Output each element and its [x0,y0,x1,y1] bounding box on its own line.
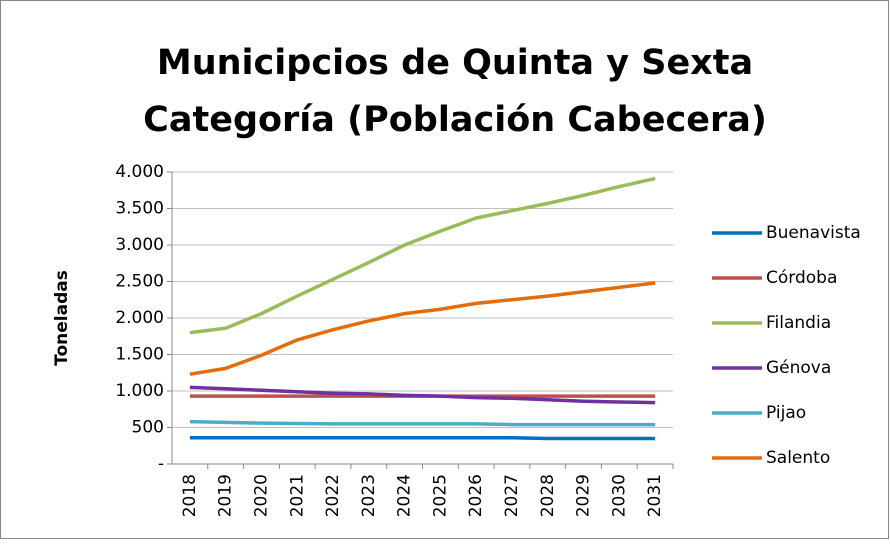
chart-title: Municipcios de Quinta y Sexta [157,43,753,83]
chart-title: Categoría (Población Cabecera) [143,100,767,140]
x-tick-label: 2020 [251,474,271,517]
x-tick-label: 2029 [574,474,594,517]
y-tick-label: 1.500 [115,345,164,365]
x-tick-label: 2024 [395,474,415,517]
y-tick-label: 500 [132,418,164,438]
series-line [189,385,656,405]
x-tick-label: 2026 [466,474,486,517]
y-tick-label: - [158,454,164,474]
legend-label: Filandia [766,313,831,333]
series-line [189,419,656,427]
legend-label: Buenavista [766,223,861,243]
y-tick-label: 1.000 [115,381,164,401]
x-tick-label: 2028 [538,474,558,517]
y-tick-label: 2.000 [115,308,164,328]
series-line [189,176,656,335]
y-tick-label: 3.000 [115,235,164,255]
legend-label: Génova [766,358,831,378]
x-tick-label: 2031 [645,474,665,517]
legend-label: Salento [766,448,830,468]
x-tick-label: 2022 [323,474,343,517]
series-line [189,281,656,376]
y-tick-label: 3.500 [115,199,164,219]
y-tick-label: 2.500 [115,272,164,292]
x-tick-label: 2019 [216,474,236,517]
legend-label: Pijao [766,403,806,423]
y-tick-label: 4.000 [115,162,164,182]
x-tick-label: 2021 [287,474,307,517]
x-tick-label: 2030 [609,474,629,517]
x-tick-label: 2023 [359,474,379,517]
x-tick-label: 2018 [180,474,200,517]
legend-label: Córdoba [766,268,837,288]
x-tick-label: 2025 [430,474,450,517]
x-tick-label: 2027 [502,474,522,517]
y-axis-label: Toneladas [52,270,72,366]
series-line [189,435,656,441]
